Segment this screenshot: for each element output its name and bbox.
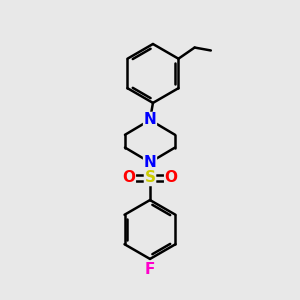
Text: N: N: [144, 112, 156, 128]
Text: N: N: [144, 155, 156, 170]
Text: F: F: [145, 262, 155, 277]
Text: O: O: [165, 170, 178, 185]
Text: S: S: [145, 170, 155, 185]
Text: O: O: [122, 170, 135, 185]
